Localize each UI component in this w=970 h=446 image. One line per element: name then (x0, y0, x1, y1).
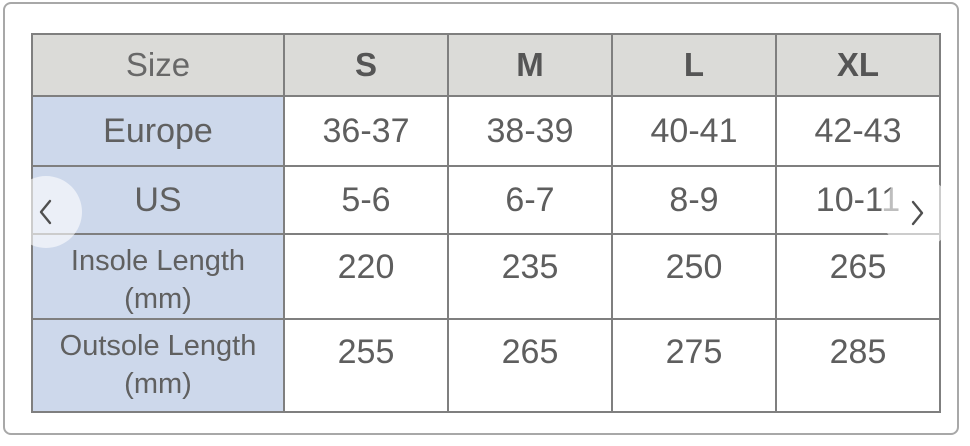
carousel-next-button[interactable] (881, 177, 953, 249)
chevron-right-icon (906, 198, 928, 228)
cell-europe-xl: 42-43 (775, 95, 941, 167)
cell-us-l: 8-9 (611, 165, 777, 235)
carousel-prev-button[interactable] (10, 176, 82, 248)
column-header-s: S (283, 33, 449, 97)
cell-outsole-xl: 285 (775, 318, 941, 413)
size-chart-table: Size S M L XL Europe 36-37 38-39 40-41 4… (31, 33, 941, 413)
cell-outsole-l: 275 (611, 318, 777, 413)
table-header-row: Size S M L XL (31, 33, 941, 97)
cell-insole-m: 235 (447, 233, 613, 320)
column-header-xl: XL (775, 33, 941, 97)
cell-insole-s: 220 (283, 233, 449, 320)
size-corner-header: Size (31, 33, 285, 97)
cell-insole-l: 250 (611, 233, 777, 320)
column-header-l: L (611, 33, 777, 97)
table-row-insole-length: Insole Length (mm) 220 235 250 265 (31, 233, 941, 320)
cell-us-m: 6-7 (447, 165, 613, 235)
table-row-outsole-length: Outsole Length (mm) 255 265 275 285 (31, 318, 941, 413)
row-label-outsole-length: Outsole Length (mm) (31, 318, 285, 413)
cell-europe-l: 40-41 (611, 95, 777, 167)
table-row-us: US 5-6 6-7 8-9 10-11 (31, 165, 941, 235)
column-header-m: M (447, 33, 613, 97)
cell-us-s: 5-6 (283, 165, 449, 235)
cell-europe-m: 38-39 (447, 95, 613, 167)
chevron-left-icon (35, 197, 57, 227)
table-row-europe: Europe 36-37 38-39 40-41 42-43 (31, 95, 941, 167)
row-label-insole-length: Insole Length (mm) (31, 233, 285, 320)
cell-europe-s: 36-37 (283, 95, 449, 167)
row-label-europe: Europe (31, 95, 285, 167)
cell-outsole-s: 255 (283, 318, 449, 413)
cell-outsole-m: 265 (447, 318, 613, 413)
